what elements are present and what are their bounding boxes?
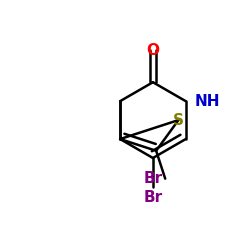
Text: NH: NH bbox=[194, 94, 220, 109]
Text: Br: Br bbox=[143, 190, 163, 205]
Text: Br: Br bbox=[144, 171, 163, 186]
Text: S: S bbox=[173, 112, 184, 128]
Text: O: O bbox=[146, 43, 160, 58]
